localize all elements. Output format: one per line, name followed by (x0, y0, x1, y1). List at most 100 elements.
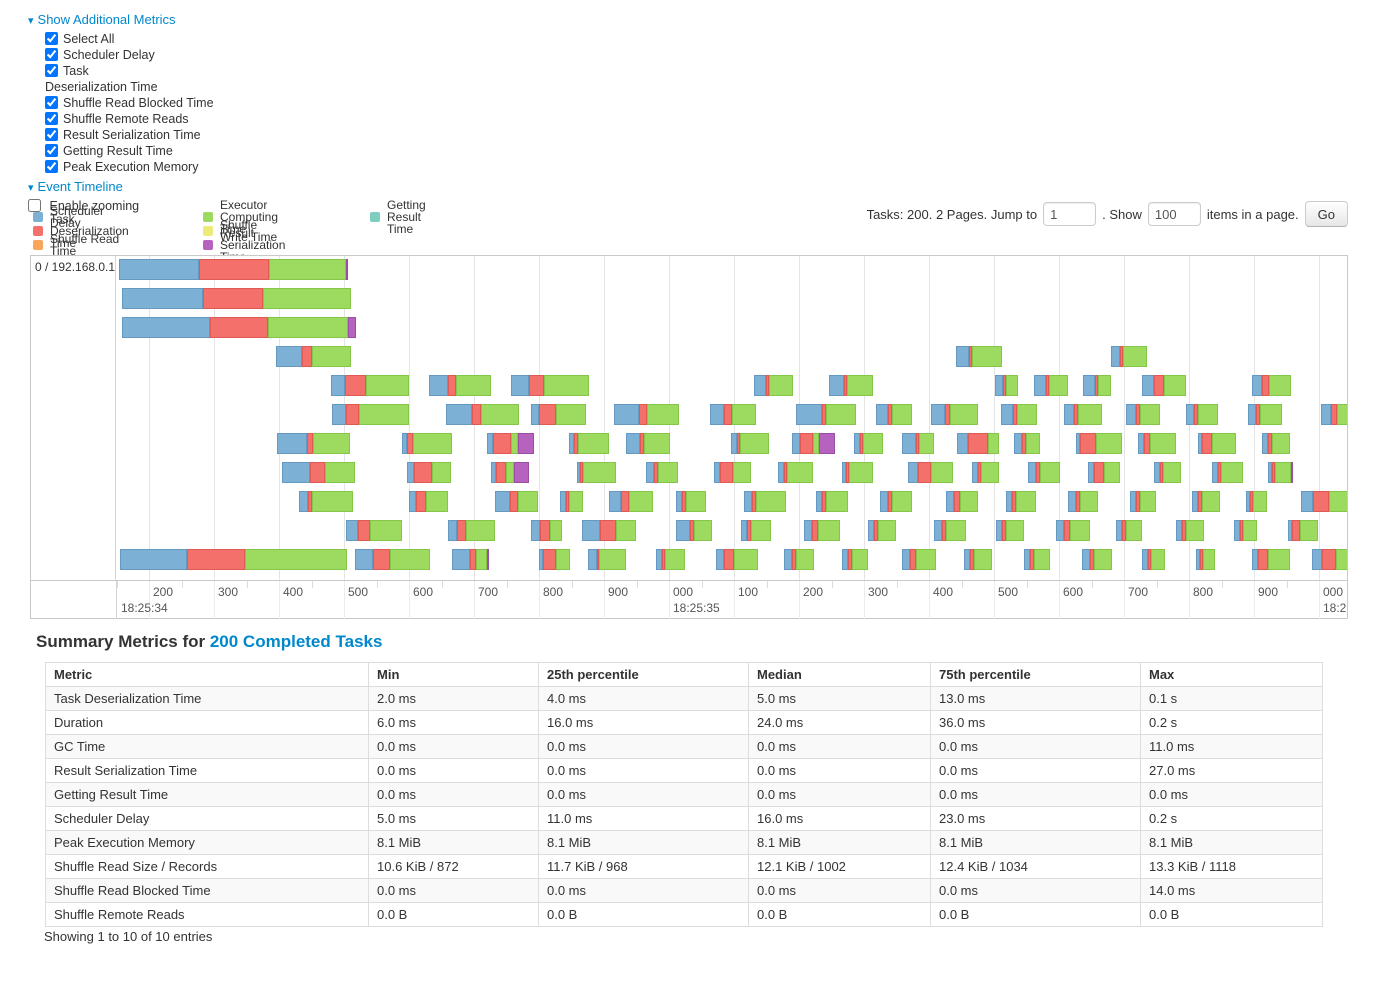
task-bar[interactable] (908, 462, 953, 483)
task-bar[interactable] (1186, 404, 1218, 425)
task-bar[interactable] (1321, 404, 1347, 425)
task-bar[interactable] (957, 433, 999, 454)
task-bar[interactable] (122, 288, 351, 309)
task-bar[interactable] (902, 433, 934, 454)
task-bar[interactable] (122, 317, 356, 338)
task-bar[interactable] (868, 520, 896, 541)
task-bar[interactable] (731, 433, 769, 454)
task-bar[interactable] (902, 549, 936, 570)
metric-checkbox[interactable] (45, 112, 58, 125)
task-bar[interactable] (1196, 549, 1215, 570)
task-bar[interactable] (452, 549, 489, 570)
task-bar[interactable] (741, 520, 771, 541)
items-per-page-input[interactable] (1147, 202, 1201, 226)
metric-checkbox[interactable] (45, 144, 58, 157)
task-bar[interactable] (491, 462, 529, 483)
metric-checkbox[interactable] (45, 32, 58, 45)
task-bar[interactable] (614, 404, 679, 425)
show-additional-metrics-link[interactable]: Show Additional Metrics (37, 12, 176, 27)
task-bar[interactable] (1014, 433, 1040, 454)
task-bar[interactable] (972, 462, 999, 483)
task-bar[interactable] (996, 520, 1024, 541)
jump-to-page-input[interactable] (1043, 202, 1097, 226)
task-bar[interactable] (409, 491, 448, 512)
task-bar[interactable] (1252, 549, 1290, 570)
task-bar[interactable] (804, 520, 840, 541)
task-bar[interactable] (931, 404, 978, 425)
go-button[interactable]: Go (1304, 201, 1348, 227)
task-bar[interactable] (539, 549, 570, 570)
task-bar[interactable] (1130, 491, 1156, 512)
task-bar[interactable] (1192, 491, 1220, 512)
metric-checkbox[interactable] (45, 64, 58, 77)
task-bar[interactable] (1212, 462, 1243, 483)
task-bar[interactable] (646, 462, 678, 483)
task-bar[interactable] (1126, 404, 1160, 425)
metric-checkbox[interactable] (45, 96, 58, 109)
enable-zooming-checkbox[interactable] (28, 199, 41, 212)
event-timeline-link[interactable]: Event Timeline (37, 179, 123, 194)
task-bar[interactable] (1116, 520, 1142, 541)
task-bar[interactable] (676, 520, 712, 541)
task-bar[interactable] (778, 462, 813, 483)
task-bar[interactable] (784, 549, 814, 570)
task-bar[interactable] (1034, 375, 1068, 396)
task-bar[interactable] (119, 259, 348, 280)
task-bar[interactable] (495, 491, 538, 512)
task-bar[interactable] (842, 549, 868, 570)
task-bar[interactable] (1142, 375, 1186, 396)
task-bar[interactable] (934, 520, 966, 541)
task-bar[interactable] (1198, 433, 1236, 454)
task-bar[interactable] (332, 404, 409, 425)
task-bar[interactable] (716, 549, 758, 570)
task-bar[interactable] (1056, 520, 1090, 541)
task-bar[interactable] (346, 520, 402, 541)
task-bar[interactable] (1246, 491, 1267, 512)
task-bar[interactable] (1154, 462, 1181, 483)
task-bar[interactable] (956, 346, 1002, 367)
task-bar[interactable] (1248, 404, 1282, 425)
task-bar[interactable] (710, 404, 756, 425)
task-bar[interactable] (1252, 375, 1291, 396)
task-bar[interactable] (1064, 404, 1102, 425)
task-bar[interactable] (582, 520, 636, 541)
task-bar[interactable] (829, 375, 873, 396)
completed-tasks-link[interactable]: 200 Completed Tasks (209, 632, 383, 651)
task-bar[interactable] (656, 549, 685, 570)
task-bar[interactable] (487, 433, 534, 454)
task-bar[interactable] (531, 520, 562, 541)
task-bar[interactable] (1176, 520, 1204, 541)
metric-checkbox[interactable] (45, 160, 58, 173)
task-bar[interactable] (754, 375, 793, 396)
task-bar[interactable] (531, 404, 586, 425)
task-bar[interactable] (1262, 433, 1290, 454)
task-bar[interactable] (299, 491, 353, 512)
task-bar[interactable] (1024, 549, 1050, 570)
task-bar[interactable] (407, 462, 451, 483)
task-bar[interactable] (796, 404, 856, 425)
task-bar[interactable] (995, 375, 1018, 396)
task-bar[interactable] (1142, 549, 1165, 570)
task-bar[interactable] (880, 491, 912, 512)
task-bar[interactable] (626, 433, 670, 454)
task-bar[interactable] (714, 462, 751, 483)
task-bar[interactable] (1028, 462, 1060, 483)
task-bar[interactable] (1006, 491, 1036, 512)
task-bar[interactable] (1234, 520, 1257, 541)
task-bar[interactable] (842, 462, 873, 483)
task-bar[interactable] (854, 433, 883, 454)
task-bar[interactable] (402, 433, 452, 454)
task-bar[interactable] (1001, 404, 1037, 425)
task-bar[interactable] (609, 491, 653, 512)
task-bar[interactable] (1268, 462, 1293, 483)
task-bar[interactable] (1082, 549, 1112, 570)
task-bar[interactable] (1088, 462, 1120, 483)
task-bar[interactable] (964, 549, 992, 570)
metric-checkbox[interactable] (45, 48, 58, 61)
task-bar[interactable] (1288, 520, 1318, 541)
task-bar[interactable] (277, 433, 350, 454)
task-bar[interactable] (1312, 549, 1347, 570)
task-bar[interactable] (1111, 346, 1147, 367)
task-bar[interactable] (331, 375, 409, 396)
metric-checkbox[interactable] (45, 128, 58, 141)
